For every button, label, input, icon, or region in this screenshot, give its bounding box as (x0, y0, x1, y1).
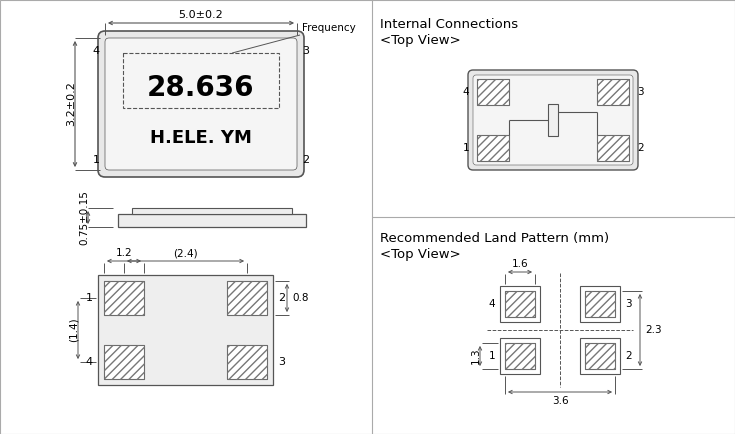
Bar (104, 345, 144, 379)
FancyBboxPatch shape (473, 75, 633, 165)
Text: 3.2±0.2: 3.2±0.2 (66, 82, 76, 126)
Text: <Top View>: <Top View> (380, 34, 461, 47)
Bar (505, 291, 535, 317)
Bar (477, 135, 509, 161)
Text: (1.4): (1.4) (69, 318, 79, 342)
Text: 2: 2 (302, 155, 309, 165)
Bar (477, 135, 509, 161)
Bar (597, 135, 629, 161)
Bar (505, 291, 535, 317)
Bar (227, 281, 267, 315)
Text: 4: 4 (86, 357, 93, 367)
Text: 3.6: 3.6 (552, 396, 568, 406)
Text: Internal Connections: Internal Connections (380, 18, 518, 31)
Bar (585, 343, 615, 369)
Bar (98, 275, 273, 385)
Text: (2.4): (2.4) (173, 248, 198, 258)
Bar (104, 345, 144, 379)
Text: 1.2: 1.2 (115, 248, 132, 258)
Bar (580, 286, 620, 322)
Text: 28.636: 28.636 (147, 74, 255, 102)
Bar (104, 281, 144, 315)
Text: <Top View>: <Top View> (380, 248, 461, 261)
Text: 2: 2 (625, 351, 631, 361)
Bar (104, 281, 144, 315)
Bar (548, 104, 558, 136)
Text: 2: 2 (637, 143, 644, 153)
Text: 1: 1 (488, 351, 495, 361)
Bar (505, 343, 535, 369)
Text: Recommended Land Pattern (mm): Recommended Land Pattern (mm) (380, 232, 609, 245)
Text: 3: 3 (625, 299, 631, 309)
Bar (477, 79, 509, 105)
FancyBboxPatch shape (468, 70, 638, 170)
Bar (500, 338, 540, 374)
Bar (227, 345, 267, 379)
Text: 1.3: 1.3 (471, 348, 481, 364)
Text: 3: 3 (302, 46, 309, 56)
FancyBboxPatch shape (105, 38, 297, 170)
Text: 1: 1 (462, 143, 469, 153)
Text: 4: 4 (462, 87, 469, 97)
Text: 3: 3 (637, 87, 644, 97)
FancyBboxPatch shape (98, 31, 304, 177)
Text: 2: 2 (278, 293, 285, 303)
Bar (505, 343, 535, 369)
Bar (227, 345, 267, 379)
Bar (132, 208, 292, 214)
Bar (585, 291, 615, 317)
Text: 1: 1 (86, 293, 93, 303)
Text: 1.6: 1.6 (512, 259, 528, 269)
Text: 4: 4 (488, 299, 495, 309)
Bar (477, 79, 509, 105)
Text: 0.75±0.15: 0.75±0.15 (79, 190, 89, 245)
Text: 0.8: 0.8 (292, 293, 309, 303)
Text: H.ELE. YM: H.ELE. YM (150, 129, 252, 147)
Bar (500, 286, 540, 322)
Text: 5.0±0.2: 5.0±0.2 (179, 10, 223, 20)
Bar (597, 79, 629, 105)
Text: 2.3: 2.3 (645, 325, 662, 335)
Text: Frequency: Frequency (302, 23, 356, 33)
Text: 3: 3 (278, 357, 285, 367)
Bar (597, 79, 629, 105)
Text: 1: 1 (93, 155, 100, 165)
Text: 4: 4 (93, 46, 100, 56)
Bar (597, 135, 629, 161)
Bar (118, 214, 306, 227)
Bar (227, 281, 267, 315)
Bar (585, 343, 615, 369)
Bar (580, 338, 620, 374)
Bar (585, 291, 615, 317)
Bar (123, 53, 279, 108)
